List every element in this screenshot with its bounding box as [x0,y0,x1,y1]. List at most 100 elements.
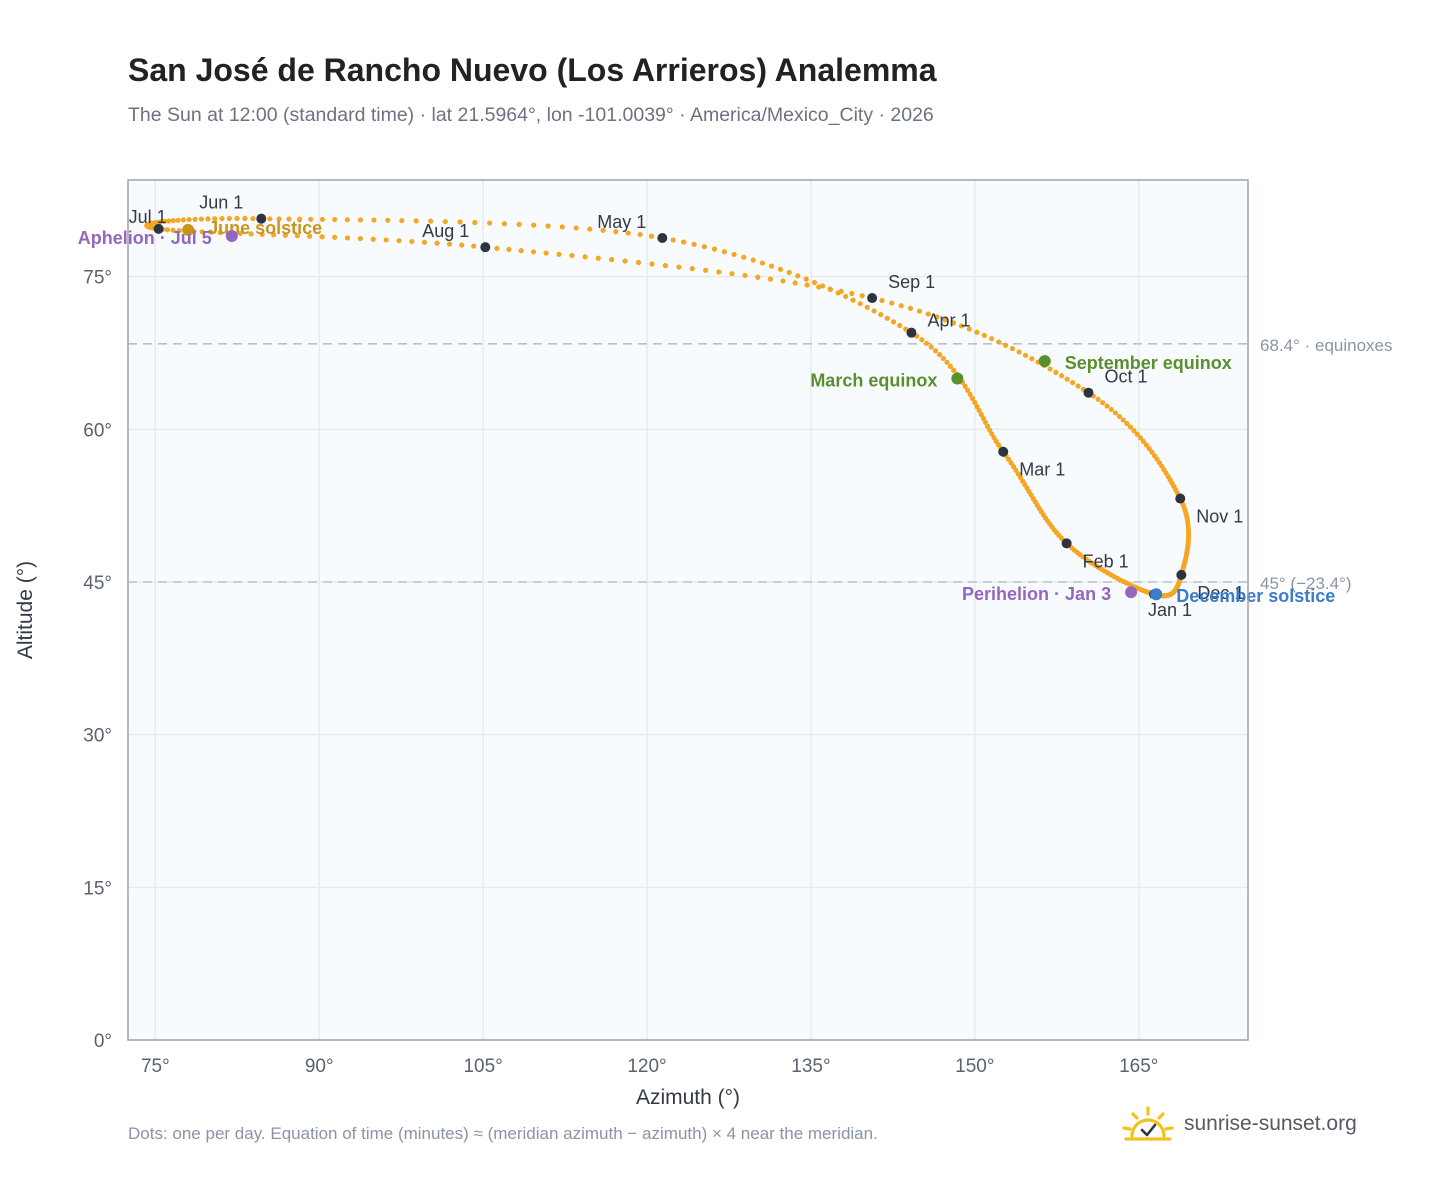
daily-dot [759,260,766,266]
daily-dot [903,326,909,332]
daily-dot [966,326,972,332]
month-label: Jun 1 [199,193,243,213]
x-axis-label: Azimuth (°) [636,1086,740,1109]
daily-dot [1143,442,1149,448]
daily-dot [1137,435,1143,441]
event-marker [182,223,195,236]
daily-dot [811,279,818,286]
month-marker [1061,538,1072,549]
daily-dot [750,257,756,263]
daily-dot [176,227,182,234]
x-tick-label: 105° [463,1056,502,1077]
daily-dot [1131,428,1137,434]
event-label: December solstice [1176,586,1335,606]
daily-dot [1008,460,1014,466]
daily-dot [587,226,593,232]
daily-dot [689,266,695,272]
daily-dot [951,367,957,373]
month-marker [998,446,1009,457]
daily-dot [595,255,601,261]
daily-dot [940,355,946,362]
daily-dot [370,236,376,242]
daily-dot [600,227,606,233]
daily-dot [1108,406,1114,413]
daily-dot [413,218,419,224]
daily-dot [170,227,176,233]
daily-dot [1146,445,1152,452]
event-label: March equinox [810,370,937,390]
month-label: Mar 1 [1019,460,1065,480]
daily-dot [192,216,198,222]
daily-dot [795,273,801,279]
daily-dot [487,220,493,226]
daily-dot [859,293,865,299]
daily-dot [803,276,809,282]
reference-line-label: 68.4° · equinoxes [1260,336,1393,355]
month-label: Sep 1 [888,272,935,292]
event-marker [225,229,238,242]
daily-dot [958,323,965,329]
month-label: Oct 1 [1104,367,1147,387]
daily-dot [164,227,171,233]
daily-dot [1064,376,1070,382]
daily-dot [924,340,930,346]
daily-dot [296,216,303,222]
footnote: Dots: one per day. Equation of time (min… [128,1124,878,1143]
daily-dot [890,319,897,325]
brand-name: sunrise-sunset.org [1184,1112,1357,1135]
daily-dot [981,332,987,339]
daily-dot [907,305,914,312]
daily-dot [1095,396,1101,402]
daily-dot [319,216,326,223]
y-tick-label: 75° [83,268,112,289]
daily-dot [897,322,903,329]
y-axis-label: Altitude (°) [14,561,37,659]
daily-dot [212,216,218,222]
daily-dot [827,286,833,292]
event-marker [1150,588,1163,601]
daily-dot [1047,366,1053,372]
daily-dot [974,403,980,410]
daily-dot [916,308,923,314]
daily-dot [729,271,735,277]
daily-dot [965,387,971,393]
month-label: Jul 1 [129,207,167,227]
month-label: Dec 1 [1197,583,1244,603]
daily-dot [471,243,477,249]
daily-dot [1149,449,1155,455]
daily-dot [871,308,877,314]
daily-dot [625,230,631,236]
daily-dot [681,239,687,245]
event-marker [1125,586,1138,599]
daily-dot [1075,383,1081,389]
daily-dot [518,248,524,254]
x-tick-label: 75° [141,1056,170,1077]
daily-dot [976,407,982,414]
daily-dot [559,224,565,230]
daily-dot [545,223,551,229]
daily-dot [1053,369,1059,375]
daily-dot [989,336,995,342]
month-label: Apr 1 [927,311,970,331]
daily-dot [175,217,181,223]
event-label: June solstice [208,218,322,238]
month-label: Jan 1 [1148,600,1192,620]
daily-dot [1016,349,1022,355]
brand[interactable]: sunrise-sunset.org [1120,1100,1357,1148]
daily-dot [780,278,786,284]
daily-dot [237,230,243,237]
daily-dot [234,215,240,222]
month-marker [1176,569,1187,580]
daily-dot [742,272,748,279]
event-markers: March equinox September equinox June solst… [78,218,1336,606]
month-marker [256,213,267,224]
y-tick-label: 30° [83,726,112,747]
daily-dot [543,250,549,256]
daily-dot [962,383,968,389]
daily-dot [1029,356,1035,362]
daily-dot [934,314,940,320]
daily-dot [849,290,855,297]
daily-dot [1116,413,1123,420]
daily-dot [1100,400,1106,406]
